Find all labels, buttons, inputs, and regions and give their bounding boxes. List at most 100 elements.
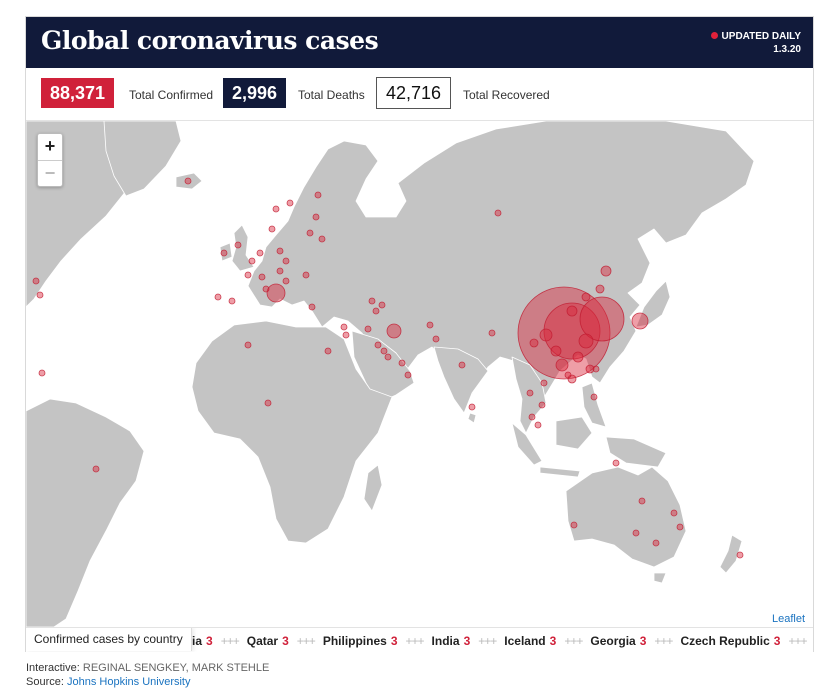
case-marker-spain [228, 297, 236, 305]
case-marker-ireland [220, 249, 228, 257]
case-marker-israel [342, 331, 350, 339]
case-marker-germany [276, 247, 284, 255]
ticker-item: Philippines 3 [323, 634, 398, 648]
case-marker-australia-ne [676, 523, 684, 531]
ticker-item: Iceland 3 [504, 634, 556, 648]
case-marker-lebanon [340, 323, 348, 331]
world-map[interactable]: + − Leaflet [26, 121, 813, 627]
confirmed-label: Total Confirmed [129, 88, 214, 102]
live-dot-icon [710, 32, 718, 39]
case-marker-azerbaijan [378, 301, 386, 309]
ticker-country: Philippines [322, 634, 387, 648]
case-marker-china-9 [572, 351, 584, 363]
case-marker-vietnam [540, 379, 548, 387]
case-marker-japan [631, 312, 649, 330]
coronavirus-card: Global coronavirus cases UPDATED DAILY 1… [25, 16, 814, 652]
ireland-land [219, 242, 233, 262]
interactive-label: Interactive: [26, 662, 80, 674]
sri-lanka-land [467, 412, 477, 424]
case-marker-taiwan [592, 365, 600, 373]
case-marker-armenia [372, 307, 380, 315]
case-marker-switzerland [258, 273, 266, 281]
tasmania-land [653, 572, 667, 584]
uk-land [231, 224, 255, 272]
case-marker-lithuania [306, 229, 314, 237]
updated-info: UPDATED DAILY 1.3.20 [710, 30, 801, 56]
case-marker-qatar [384, 353, 392, 361]
case-marker-bahrain [380, 347, 388, 355]
case-marker-nepal [488, 329, 496, 337]
ticker-country: India [431, 634, 460, 648]
ticker-count: 3 [773, 634, 781, 648]
case-marker-thailand [526, 389, 534, 397]
case-marker-iraq [364, 325, 372, 333]
source-link[interactable]: Johns Hopkins University [66, 676, 191, 688]
case-marker-denmark [268, 225, 276, 233]
case-marker-austria [276, 267, 284, 275]
case-marker-pakistan [432, 335, 440, 343]
source-label: Source: [26, 676, 64, 688]
case-marker-uae [398, 359, 406, 367]
ticker-separator: +++ [478, 634, 497, 648]
stats-bar: 88,371 Total Confirmed 2,996 Total Death… [26, 68, 813, 121]
case-marker-china-11 [581, 292, 591, 302]
case-marker-china-10 [529, 338, 539, 348]
case-marker-iceland [184, 177, 192, 185]
case-marker-greece [308, 303, 316, 311]
ticker-separator: +++ [564, 634, 583, 648]
case-marker-australia-south [632, 529, 640, 537]
madagascar-land [363, 464, 383, 512]
case-marker-mexico [38, 369, 46, 377]
updated-date: 1.3.20 [773, 44, 801, 55]
recovered-value: 42,716 [376, 77, 452, 109]
case-marker-china-4 [578, 333, 594, 349]
case-marker-australia-sydney [638, 497, 646, 505]
australia-land [565, 466, 687, 568]
page-title: Global coronavirus cases [41, 26, 379, 55]
case-marker-cambodia [538, 401, 546, 409]
java-land [539, 466, 581, 478]
case-marker-georgia [368, 297, 376, 305]
ticker-country: Georgia [590, 634, 636, 648]
case-marker-estonia [312, 213, 320, 221]
ticker-country: Qatar [246, 634, 279, 648]
ticker-country: Czech Republic [680, 634, 770, 648]
greenland-land [103, 121, 182, 197]
ticker-separator: +++ [220, 634, 240, 648]
case-marker-netherlands [256, 249, 264, 257]
case-marker-china [517, 286, 611, 380]
deaths-label: Total Deaths [298, 88, 365, 102]
case-marker-italy [266, 283, 286, 303]
map-canvas[interactable] [26, 121, 813, 627]
case-marker-nigeria [264, 399, 272, 407]
japan-land [635, 280, 671, 328]
new-guinea-land [605, 436, 667, 468]
ticker-label: Confirmed cases by country [26, 628, 192, 651]
zoom-in-button[interactable]: + [44, 136, 56, 156]
case-marker-macau [564, 371, 572, 379]
case-marker-korea [579, 296, 625, 342]
case-marker-china-7 [600, 265, 612, 277]
cases-ticker: ania3+++Qatar3+++Philippines3+++India3++… [26, 627, 813, 652]
case-marker-china-12 [595, 284, 605, 294]
leaflet-attribution-link[interactable]: Leaflet [768, 613, 808, 625]
case-marker-singapore [534, 421, 542, 429]
deaths-value: 2,996 [223, 78, 287, 108]
case-marker-finland [314, 191, 322, 199]
philippines-land [581, 382, 607, 428]
borneo-land [555, 416, 593, 450]
case-marker-australia-west [570, 521, 578, 529]
case-marker-india [458, 361, 466, 369]
ticker-item: India 3 [432, 634, 471, 648]
ticker-separator: +++ [296, 634, 316, 648]
confirmed-value: 88,371 [41, 78, 115, 108]
case-marker-belgium [248, 257, 256, 265]
zoom-out-button[interactable]: − [38, 160, 62, 186]
africa-land [191, 320, 393, 544]
case-marker-usa-east [36, 291, 44, 299]
case-marker-china-13 [585, 364, 595, 374]
case-marker-china-6 [566, 305, 578, 317]
new-zealand-land [719, 534, 743, 574]
case-marker-uk [234, 241, 242, 249]
case-marker-egypt [324, 347, 332, 355]
